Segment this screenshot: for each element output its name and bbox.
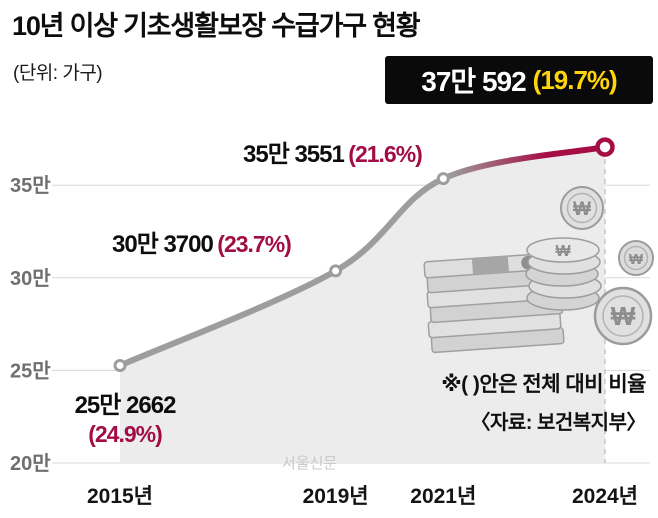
label-2021-value: 35만 3551 [243, 141, 345, 168]
data-point-final [595, 137, 615, 157]
y-axis-label: 30만 [10, 267, 51, 290]
x-axis-label: 2019년 [303, 485, 369, 508]
won-icon: ₩ [629, 251, 644, 268]
won-icon: ₩ [573, 199, 591, 220]
coin-icon: ₩ [593, 286, 653, 346]
won-icon: ₩ [555, 243, 571, 260]
label-2021-percent: (21.6%) [348, 141, 423, 167]
callout-percent: (19.7%) [532, 64, 618, 95]
data-point [113, 359, 127, 372]
label-2015: 25만 2662 (24.9%) [50, 392, 200, 448]
x-axis: 2015년 2019년 2021년 2024년 [87, 485, 638, 508]
area-fill [120, 147, 605, 463]
x-axis-label: 2021년 [410, 485, 476, 508]
y-axis-label: 35만 [10, 174, 51, 197]
y-axis-label: 20만 [10, 452, 51, 475]
callout-value: 37만 592 [421, 66, 526, 97]
won-icon: ₩ [611, 301, 636, 331]
x-axis-label: 2015년 [87, 485, 153, 508]
coin-icon: ₩ [618, 240, 654, 276]
page-title: 10년 이상 기초생활보장 수급가구 현황 [12, 11, 421, 41]
data-point [436, 172, 450, 186]
unit-label: (단위: 가구) [13, 63, 103, 84]
x-axis-label: 2024년 [572, 485, 638, 508]
coin-stack-icon: ₩ [525, 237, 602, 311]
trend-line [117, 144, 608, 369]
y-axis-label: 25만 [10, 359, 51, 382]
coin-icon: ₩ [560, 186, 604, 230]
label-2021: 35만 3551 (21.6%) [243, 134, 423, 169]
callout-2024: 37만 592 (19.7%) [385, 56, 653, 104]
data-points [113, 137, 615, 372]
note-text: ※( )안은 전체 대비 비율 [441, 373, 646, 396]
label-2019: 30만 3700 (23.7%) [112, 224, 292, 259]
source-text: 〈자료: 보건복지부〉 [470, 412, 646, 434]
label-2015-percent: (24.9%) [88, 420, 163, 447]
money-illustration: ₩ ₩ ₩ ₩ [423, 186, 654, 354]
label-2019-value: 30만 3700 [112, 231, 214, 258]
data-point [329, 264, 343, 278]
label-2015-value: 25만 2662 [74, 392, 177, 419]
label-2019-percent: (23.7%) [217, 231, 292, 257]
watermark: 서울신문 [282, 455, 338, 472]
